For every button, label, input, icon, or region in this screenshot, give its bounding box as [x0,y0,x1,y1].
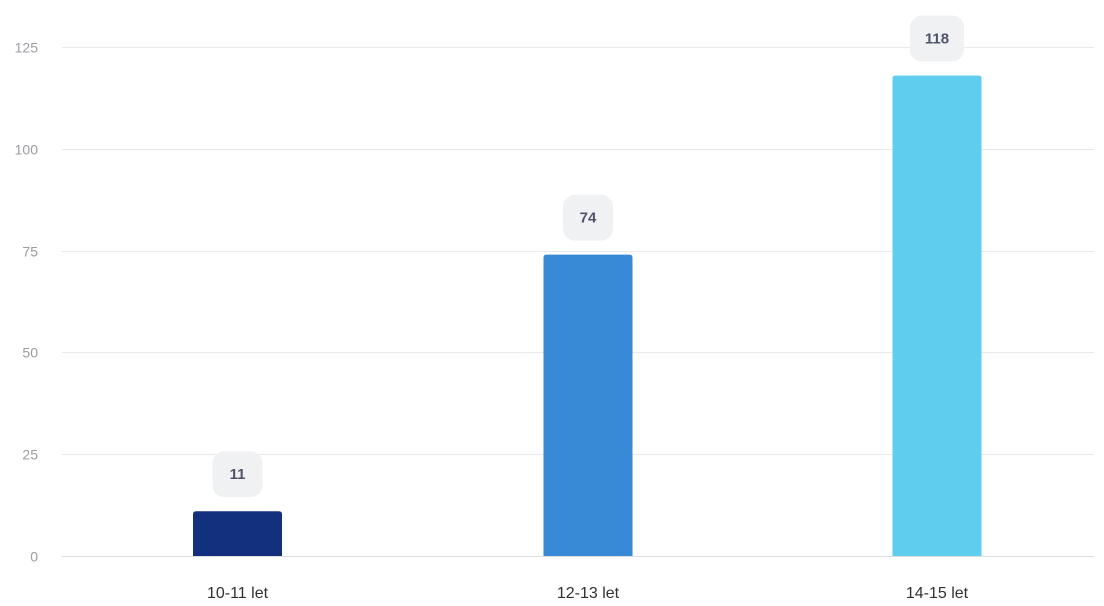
bar-1 [193,511,282,556]
x-tick-label: 10-11 let [207,585,269,601]
y-tick-label: 0 [30,549,38,565]
data-labels: 11 74 118 [212,15,964,498]
bar-2 [543,254,633,556]
y-axis-tick-labels: 0 25 50 75 100 125 [15,40,39,565]
data-label-2: 74 [563,194,613,241]
x-axis-tick-labels: 10-11 let 12-13 let 14-15 let [207,585,969,602]
y-tick-label: 125 [15,40,39,56]
x-tick-label: 14-15 let [906,585,969,601]
data-label-text: 118 [925,31,949,48]
bars [193,75,982,556]
y-tick-label: 25 [22,447,38,463]
data-label-1: 11 [212,451,263,498]
data-label-3: 118 [910,15,964,62]
y-tick-label: 100 [15,142,39,158]
y-tick-label: 75 [22,244,38,260]
data-label-text: 11 [230,466,246,483]
x-tick-label: 12-13 let [557,585,620,601]
data-label-background [563,194,613,241]
bar-3 [892,75,982,556]
data-label-background [910,15,964,62]
data-label-text: 74 [580,210,597,227]
y-tick-label: 50 [22,345,38,361]
data-label-background [212,451,263,498]
